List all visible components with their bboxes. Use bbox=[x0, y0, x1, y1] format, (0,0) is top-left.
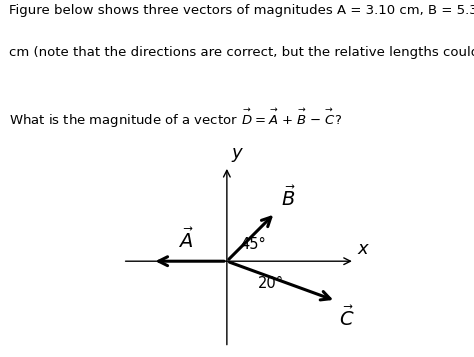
Text: 45°: 45° bbox=[240, 237, 266, 252]
Text: $x$: $x$ bbox=[357, 240, 371, 258]
Text: $\vec{A}$: $\vec{A}$ bbox=[178, 228, 194, 252]
Text: $y$: $y$ bbox=[231, 146, 244, 164]
Text: 20°: 20° bbox=[258, 276, 284, 291]
Text: $\vec{C}$: $\vec{C}$ bbox=[339, 306, 355, 330]
Text: cm (note that the directions are correct, but the relative lengths could be inco: cm (note that the directions are correct… bbox=[9, 46, 474, 59]
Text: Figure below shows three vectors of magnitudes A = 3.10 cm, B = 5.37 cm, C = 4.5: Figure below shows three vectors of magn… bbox=[9, 4, 474, 16]
Text: What is the magnitude of a vector $\overset{\rightarrow}{D}=\overset{\rightarrow: What is the magnitude of a vector $\over… bbox=[9, 106, 343, 130]
Text: $\vec{B}$: $\vec{B}$ bbox=[281, 186, 296, 210]
